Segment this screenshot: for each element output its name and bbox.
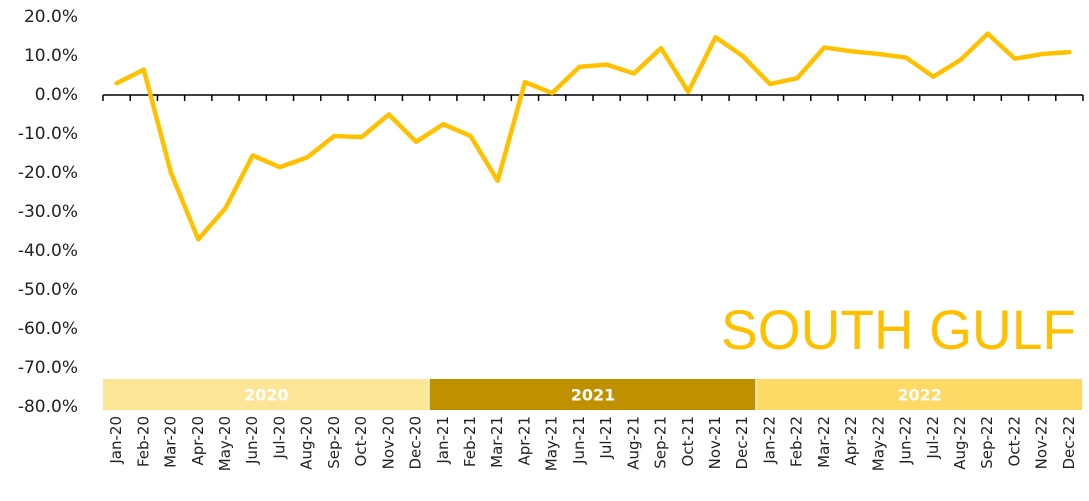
x-tick-label: Sep-22 xyxy=(978,416,996,469)
x-tick-label: Jun-20 xyxy=(243,416,261,465)
y-tick-label: 0.0% xyxy=(35,85,78,105)
year-band xyxy=(756,379,1082,410)
year-band xyxy=(429,379,756,410)
x-tick-label: Feb-22 xyxy=(788,416,806,467)
x-tick-label: Nov-21 xyxy=(706,416,724,469)
x-tick-label: Jun-21 xyxy=(570,416,588,465)
year-label: 2022 xyxy=(897,386,942,405)
y-tick-label: 20.0% xyxy=(24,7,78,27)
x-tick-label: Mar-21 xyxy=(488,416,506,468)
x-tick-label: Apr-22 xyxy=(842,416,860,466)
year-label: 2021 xyxy=(571,386,616,405)
x-tick-label: Jul-20 xyxy=(270,416,288,460)
x-tick-label: May-20 xyxy=(216,416,234,471)
y-tick-label: -20.0% xyxy=(18,163,78,183)
x-tick-label: Oct-22 xyxy=(1005,416,1023,466)
x-tick-label: May-21 xyxy=(543,416,561,471)
x-tick-label: Nov-20 xyxy=(379,416,397,469)
y-tick-label: 10.0% xyxy=(24,46,78,66)
x-tick-label: Jun-22 xyxy=(897,416,915,465)
x-tick-label: May-22 xyxy=(869,416,887,471)
x-tick-label: Dec-20 xyxy=(407,416,425,470)
x-tick-label: Dec-21 xyxy=(733,416,751,470)
y-tick-label: -40.0% xyxy=(18,241,78,261)
x-tick-label: Feb-20 xyxy=(134,416,152,467)
chart-annotation: SOUTH GULF xyxy=(721,298,1076,361)
x-tick-label: Mar-20 xyxy=(162,416,180,468)
x-tick-label: Nov-22 xyxy=(1033,416,1051,469)
y-tick-label: -70.0% xyxy=(18,358,78,378)
x-tick-label: Sep-20 xyxy=(325,416,343,469)
x-tick-label: Jan-21 xyxy=(434,416,452,465)
x-tick-label: Jul-22 xyxy=(924,416,942,460)
x-tick-label: Aug-22 xyxy=(951,416,969,470)
x-tick-label: Oct-20 xyxy=(352,416,370,466)
y-tick-label: -10.0% xyxy=(18,124,78,144)
x-tick-label: Jan-22 xyxy=(760,416,778,465)
x-tick-label: Feb-21 xyxy=(461,416,479,467)
x-tick-label: Aug-21 xyxy=(624,416,642,470)
year-label: 2020 xyxy=(244,386,289,405)
data-line xyxy=(114,31,1072,242)
x-tick-label: Mar-22 xyxy=(815,416,833,468)
year-band xyxy=(103,379,429,410)
x-tick-label: Dec-22 xyxy=(1060,416,1078,470)
x-tick-label: Oct-21 xyxy=(679,416,697,466)
y-tick-label: -60.0% xyxy=(18,319,78,339)
x-tick-label: Apr-21 xyxy=(515,416,533,466)
y-tick-label: -80.0% xyxy=(18,397,78,417)
y-tick-label: -30.0% xyxy=(18,202,78,222)
x-tick-label: Jul-21 xyxy=(597,416,615,460)
x-tick-label: Jan-20 xyxy=(107,416,125,465)
x-tick-label: Sep-21 xyxy=(652,416,670,469)
x-tick-label: Aug-20 xyxy=(298,416,316,470)
y-tick-label: -50.0% xyxy=(18,280,78,300)
x-tick-label: Apr-20 xyxy=(189,416,207,466)
